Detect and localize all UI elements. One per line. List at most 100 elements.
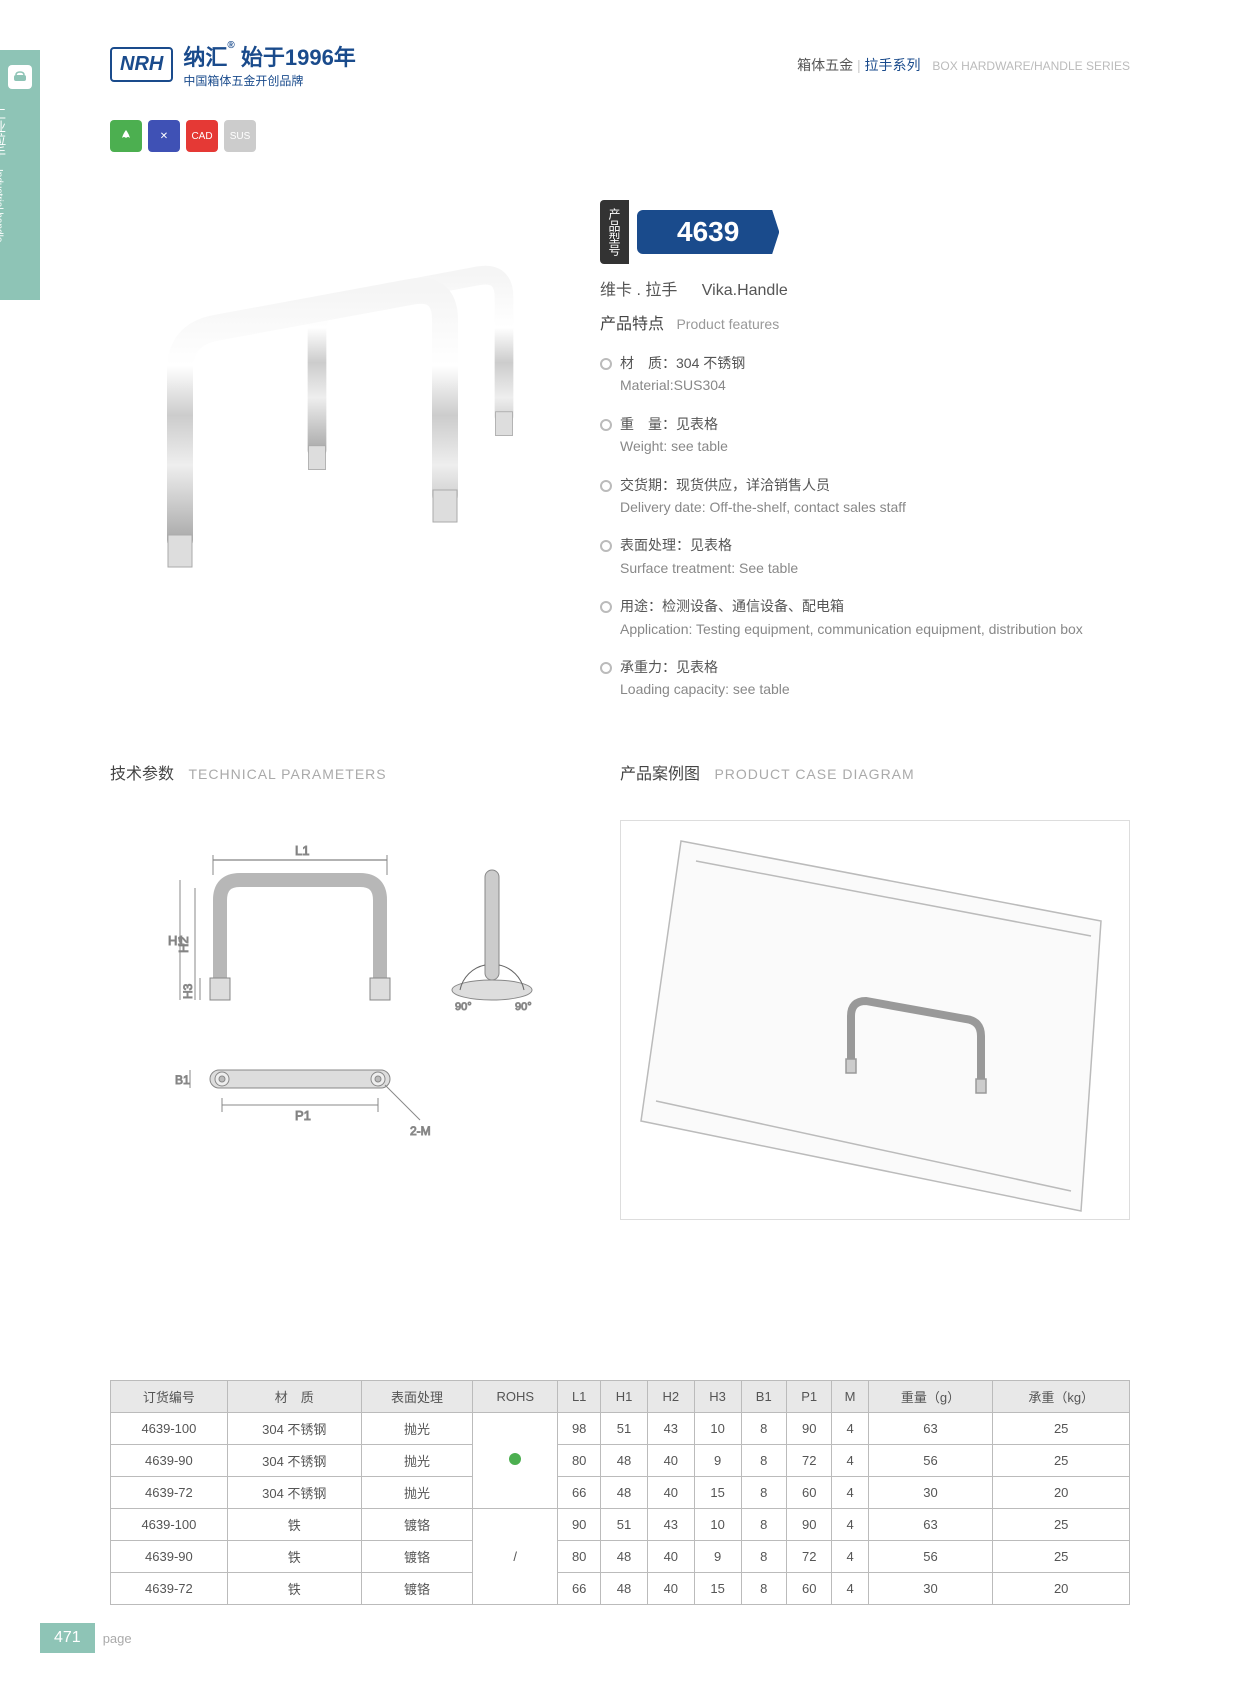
table-header: ROHS <box>473 1381 558 1413</box>
spec-table: 订货编号材 质表面处理ROHSL1H1H2H3B1P1M重量（g）承重（kg）4… <box>110 1380 1130 1605</box>
svg-text:B1: B1 <box>175 1073 190 1087</box>
table-cell: / <box>473 1509 558 1605</box>
badge-green <box>110 120 142 152</box>
table-cell: 镀铬 <box>361 1509 472 1541</box>
table-cell: 4639-72 <box>111 1573 228 1605</box>
table-row: 4639-72铁镀铬6648401586043020 <box>111 1573 1130 1605</box>
table-cell: 51 <box>601 1413 648 1445</box>
table-row: 4639-100304 不锈钢抛光9851431089046325 <box>111 1413 1130 1445</box>
case-diagram <box>620 820 1130 1220</box>
table-cell: 80 <box>558 1541 601 1573</box>
svg-text:H2: H2 <box>176 936 191 953</box>
model-badge: 产品型号 4639 <box>600 200 788 264</box>
svg-text:2-M: 2-M <box>410 1124 431 1138</box>
table-row: 4639-72304 不锈钢抛光6648401586043020 <box>111 1477 1130 1509</box>
table-cell: 8 <box>741 1509 786 1541</box>
table-header: 订货编号 <box>111 1381 228 1413</box>
model-name-en: Vika.Handle <box>702 282 788 299</box>
logo-sub: 中国箱体五金开创品牌 <box>183 72 355 89</box>
table-cell: 60 <box>786 1477 831 1509</box>
table-header: P1 <box>786 1381 831 1413</box>
table-cell: 抛光 <box>361 1413 472 1445</box>
svg-text:90°: 90° <box>455 1001 472 1013</box>
table-row: 4639-100铁镀铬/9051431089046325 <box>111 1509 1130 1541</box>
table-cell: 25 <box>993 1413 1130 1445</box>
table-cell: 40 <box>647 1477 694 1509</box>
table-header: M <box>832 1381 868 1413</box>
model-name: 维卡 . 拉手 Vika.Handle <box>600 276 788 300</box>
table-cell: 80 <box>558 1445 601 1477</box>
model-number: 4639 <box>637 210 779 254</box>
table-row: 4639-90铁镀铬804840987245625 <box>111 1541 1130 1573</box>
table-cell: 4 <box>832 1573 868 1605</box>
page-label: page <box>103 1631 132 1646</box>
product-image <box>130 180 560 610</box>
features: 产品特点 Product features 材 质：304 不锈钢Materia… <box>600 310 1130 717</box>
table-cell: 63 <box>868 1413 993 1445</box>
logo-area: NRH 纳汇® 始于1996年 中国箱体五金开创品牌 <box>110 40 356 89</box>
table-cell: 4 <box>832 1541 868 1573</box>
table-cell: 4639-100 <box>111 1413 228 1445</box>
table-cell: 抛光 <box>361 1477 472 1509</box>
table-cell: 8 <box>741 1413 786 1445</box>
table-cell: 铁 <box>227 1541 361 1573</box>
table-header: 重量（g） <box>868 1381 993 1413</box>
table-cell: 98 <box>558 1413 601 1445</box>
table-header: 承重（kg） <box>993 1381 1130 1413</box>
table-cell: 304 不锈钢 <box>227 1413 361 1445</box>
table-cell: 抛光 <box>361 1445 472 1477</box>
case-title-en: PRODUCT CASE DIAGRAM <box>714 766 914 782</box>
table-header: H2 <box>647 1381 694 1413</box>
table-cell: 铁 <box>227 1509 361 1541</box>
logo-box: NRH <box>110 47 173 82</box>
table-cell: 4 <box>832 1509 868 1541</box>
table-cell: 43 <box>647 1413 694 1445</box>
header-cn2: 拉手系列 <box>865 57 921 73</box>
header-en: BOX HARDWARE/HANDLE SERIES <box>932 59 1130 73</box>
table-cell: 48 <box>601 1477 648 1509</box>
table-cell: 4639-100 <box>111 1509 228 1541</box>
table-cell: 40 <box>647 1573 694 1605</box>
table-cell: 66 <box>558 1573 601 1605</box>
model-label: 产品型号 <box>600 200 629 264</box>
feature-item: 交货期：现货供应，详洽销售人员Delivery date: Off-the-sh… <box>600 474 1130 519</box>
table-cell: 72 <box>786 1445 831 1477</box>
table-row: 4639-90304 不锈钢抛光804840987245625 <box>111 1445 1130 1477</box>
side-tab-en: Industrial handle <box>0 169 4 242</box>
table-header: B1 <box>741 1381 786 1413</box>
table-cell: 40 <box>647 1445 694 1477</box>
table-cell: 铁 <box>227 1573 361 1605</box>
badge-gray: SUS <box>224 120 256 152</box>
table-cell: 304 不锈钢 <box>227 1477 361 1509</box>
badges: ✕ CAD SUS <box>110 120 256 152</box>
badge-blue: ✕ <box>148 120 180 152</box>
table-header: H3 <box>694 1381 741 1413</box>
feature-item: 承重力：见表格Loading capacity: see table <box>600 656 1130 701</box>
feature-item: 材 质：304 不锈钢Material:SUS304 <box>600 352 1130 397</box>
table-cell: 20 <box>993 1477 1130 1509</box>
table-cell: 25 <box>993 1541 1130 1573</box>
logo-cn: 纳汇 <box>183 45 227 70</box>
table-cell: 63 <box>868 1509 993 1541</box>
side-tab-icon <box>8 65 32 89</box>
page-number: 471 <box>40 1623 95 1653</box>
table-cell: 20 <box>993 1573 1130 1605</box>
table-cell: 10 <box>694 1509 741 1541</box>
features-title-en: Product features <box>676 316 779 332</box>
table-cell: 25 <box>993 1445 1130 1477</box>
table-cell: 66 <box>558 1477 601 1509</box>
tech-title: 技术参数 TECHNICAL PARAMETERS <box>110 760 387 784</box>
svg-text:H3: H3 <box>181 983 195 999</box>
table-cell: 30 <box>868 1573 993 1605</box>
table-header: L1 <box>558 1381 601 1413</box>
logo-text: 纳汇® 始于1996年 中国箱体五金开创品牌 <box>183 40 355 89</box>
table-cell: 56 <box>868 1445 993 1477</box>
table-cell: 51 <box>601 1509 648 1541</box>
table-cell: 72 <box>786 1541 831 1573</box>
table-cell: 镀铬 <box>361 1573 472 1605</box>
table-cell: 4639-90 <box>111 1445 228 1477</box>
table-cell <box>473 1413 558 1509</box>
table-cell: 48 <box>601 1573 648 1605</box>
svg-text:P1: P1 <box>295 1108 311 1123</box>
model-section: 产品型号 4639 维卡 . 拉手 Vika.Handle <box>600 200 788 300</box>
